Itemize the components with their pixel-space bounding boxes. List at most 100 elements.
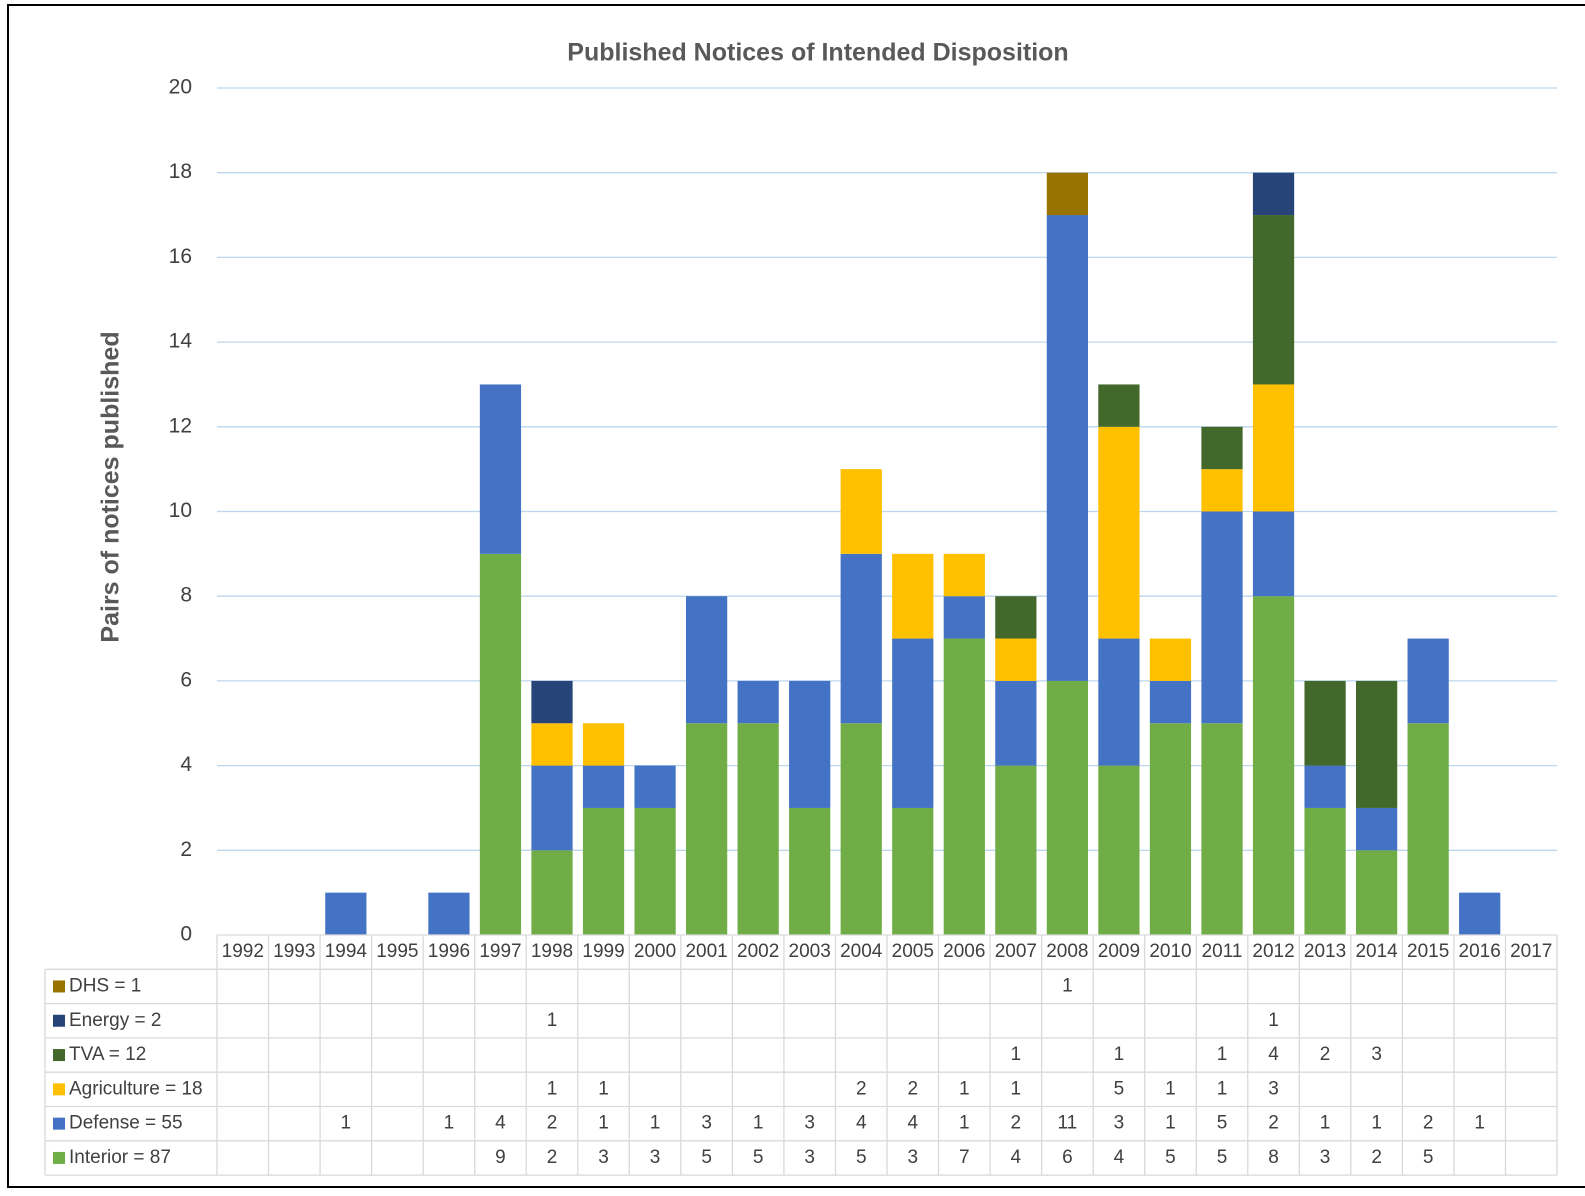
table-value: 8 (1268, 1147, 1279, 1168)
table-value: 4 (856, 1113, 867, 1134)
legend-label: Agriculture = 18 (69, 1078, 203, 1099)
bar-segment (1201, 511, 1243, 724)
x-tick-label: 2008 (1046, 941, 1088, 962)
bar-segment (943, 596, 985, 639)
x-tick-label: 2014 (1355, 941, 1398, 962)
y-tick-label: 12 (169, 414, 192, 437)
bar-segment (531, 765, 573, 851)
x-tick-label: 2002 (737, 941, 779, 962)
bar-segment (686, 596, 728, 724)
table-value: 2 (856, 1078, 867, 1099)
bar-segment (789, 807, 831, 935)
table-value: 1 (1268, 1010, 1279, 1031)
bar-segment (1046, 680, 1088, 935)
y-tick-label: 6 (180, 668, 192, 691)
table-value: 2 (907, 1078, 918, 1099)
table-value: 1 (444, 1113, 455, 1134)
table-value: 4 (1011, 1147, 1022, 1168)
y-tick-label: 4 (180, 753, 192, 776)
legend-label: DHS = 1 (69, 975, 141, 996)
bar-segment (737, 680, 779, 724)
bar-segment (892, 638, 934, 808)
legend-label: TVA = 12 (69, 1044, 146, 1065)
table-value: 3 (598, 1147, 609, 1168)
table-value: 4 (1114, 1147, 1125, 1168)
x-tick-label: 2000 (634, 941, 676, 962)
table-value: 2 (1268, 1113, 1279, 1134)
x-tick-label: 2009 (1098, 941, 1140, 962)
table-value: 1 (1114, 1044, 1125, 1065)
table-value: 1 (1165, 1113, 1176, 1134)
table-value: 4 (1268, 1044, 1279, 1065)
bar-segment (1046, 215, 1088, 681)
x-tick-label: 1992 (222, 941, 264, 962)
x-tick-label: 1999 (582, 941, 624, 962)
table-value: 4 (907, 1113, 918, 1134)
bar-segment (1098, 638, 1140, 766)
x-tick-label: 1993 (273, 941, 315, 962)
bar-segment (582, 723, 625, 766)
legend-swatch (53, 1151, 65, 1164)
x-tick-label: 2017 (1510, 941, 1552, 962)
x-tick-label: 1994 (325, 941, 368, 962)
bar-segment (531, 850, 573, 935)
bar-segment (1304, 765, 1346, 808)
x-tick-label: 2005 (892, 941, 934, 962)
bar-segment (892, 553, 934, 639)
table-value: 5 (1165, 1147, 1176, 1168)
bar-segment (892, 807, 934, 935)
x-tick-label: 2010 (1149, 941, 1191, 962)
bar-segment (995, 596, 1037, 639)
table-value: 9 (495, 1147, 506, 1168)
y-tick-label: 2 (180, 838, 192, 861)
table-value: 1 (1217, 1078, 1228, 1099)
bar-segment (1149, 680, 1192, 724)
x-tick-label: 2007 (995, 941, 1037, 962)
legend-swatch (53, 980, 65, 993)
table-value: 3 (1320, 1147, 1331, 1168)
table-value: 5 (753, 1147, 764, 1168)
legend-swatch (53, 1014, 65, 1027)
table-value: 3 (907, 1147, 918, 1168)
table-value: 1 (1474, 1113, 1485, 1134)
table-value: 1 (753, 1113, 764, 1134)
bar-segment (686, 723, 728, 935)
chart-border (7, 4, 1585, 1188)
bar-segment (789, 680, 831, 808)
table-value: 5 (1217, 1147, 1228, 1168)
table-value: 1 (341, 1113, 352, 1134)
table-value: 1 (650, 1113, 661, 1134)
bar-segment (1098, 765, 1140, 935)
y-tick-label: 14 (169, 330, 193, 353)
table-value: 1 (1165, 1078, 1176, 1099)
bar-segment (1304, 680, 1346, 766)
bar-segment (737, 723, 779, 935)
x-tick-label: 2003 (789, 941, 831, 962)
bar-segment (1046, 172, 1088, 216)
bar-segment (1149, 638, 1192, 681)
table-value: 4 (495, 1113, 506, 1134)
table-value: 1 (1320, 1113, 1331, 1134)
table-value: 1 (1371, 1113, 1382, 1134)
x-tick-label: 2016 (1459, 941, 1501, 962)
table-value: 1 (547, 1010, 558, 1031)
bar-segment (1459, 892, 1501, 935)
bar-segment (582, 807, 625, 935)
bar-segment (1252, 215, 1295, 385)
bar-segment (1098, 426, 1140, 639)
y-tick-label: 0 (180, 923, 192, 946)
x-tick-label: 1995 (376, 941, 418, 962)
bar-segment (531, 680, 573, 724)
legend-label: Interior = 87 (69, 1147, 171, 1168)
table-value: 6 (1062, 1147, 1073, 1168)
bar-segment (1201, 723, 1243, 935)
bar-segment (531, 723, 573, 766)
legend-swatch (53, 1083, 65, 1096)
bar-segment (1356, 850, 1398, 935)
bar-segment (840, 553, 882, 724)
table-value: 2 (1423, 1113, 1434, 1134)
table-value: 5 (701, 1147, 712, 1168)
table-value: 3 (804, 1113, 815, 1134)
bar-segment (840, 723, 882, 935)
